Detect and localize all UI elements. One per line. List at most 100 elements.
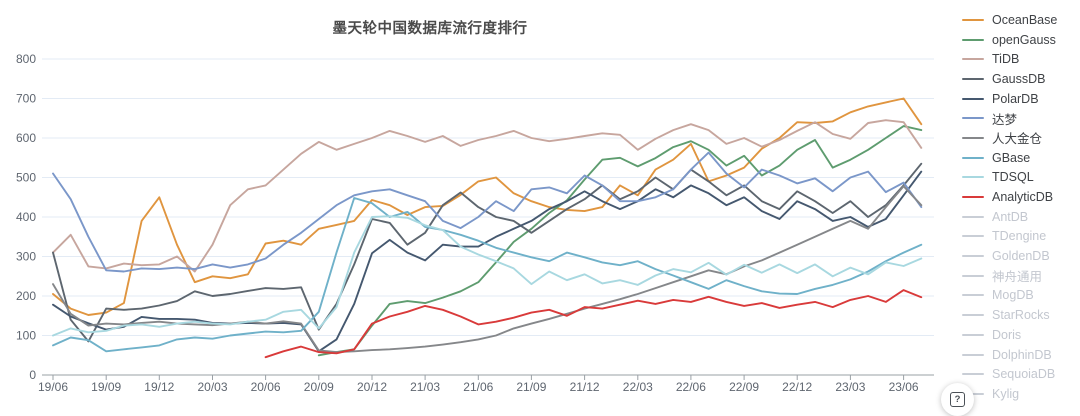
legend-item-神舟通用[interactable]: 神舟通用 — [962, 266, 1080, 286]
x-tick-label: 22/06 — [676, 380, 706, 394]
popularity-chart: 墨天轮中国数据库流行度排行 0 100 200 300 400 500 600 700 800 1… — [16, 21, 934, 394]
legend-swatch-line — [962, 156, 984, 159]
y-tick-label: 700 — [16, 92, 36, 106]
x-tick-label: 20/09 — [304, 380, 334, 394]
series-line-OceanBase — [52, 97, 923, 316]
legend-item-AnalyticDB[interactable]: AnalyticDB — [962, 187, 1080, 207]
legend-item-PolarDB[interactable]: PolarDB — [962, 89, 1080, 109]
y-tick-label: 800 — [16, 52, 36, 66]
legend-item-label: OceanBase — [992, 12, 1058, 27]
legend-item-label: GoldenDB — [992, 249, 1050, 264]
legend-swatch-line — [962, 196, 984, 199]
legend-item-label: Kylig — [992, 386, 1020, 401]
legend-item-label: GBase — [992, 150, 1031, 165]
legend-item-GaussDB[interactable]: GaussDB — [962, 69, 1080, 89]
x-tick-label: 20/06 — [251, 380, 281, 394]
y-tick-label: 400 — [16, 210, 36, 224]
legend-item-label: 达梦 — [992, 112, 1018, 127]
series-line-GBase — [52, 197, 923, 353]
legend-swatch-line — [962, 294, 984, 297]
legend-item-DolphinDB[interactable]: DolphinDB — [962, 345, 1080, 365]
x-tick-label: 22/03 — [623, 380, 653, 394]
legend-swatch-line — [962, 18, 984, 21]
legend-swatch-line — [962, 353, 984, 356]
x-tick-label: 20/03 — [197, 380, 227, 394]
series-line-PolarDB — [52, 170, 923, 353]
y-tick-label: 200 — [16, 289, 36, 303]
legend-item-label: Doris — [992, 327, 1022, 342]
legend-item-label: 神舟通用 — [992, 270, 1043, 285]
x-tick-label: 22/12 — [782, 380, 812, 394]
legend-item-label: StarRocks — [992, 308, 1050, 323]
legend-item-label: 人大金仓 — [992, 132, 1043, 147]
y-tick-label: 600 — [16, 131, 36, 145]
series-line-GaussDB — [52, 162, 923, 343]
legend-swatch-line — [962, 255, 984, 258]
chart-svg: 0 100 200 300 400 500 600 700 800 19/06 19/09 19/12… — [16, 52, 934, 394]
x-tick-label: 21/09 — [516, 380, 546, 394]
series-line-TDSQL — [52, 215, 923, 337]
chart-title: 墨天轮中国数据库流行度排行 — [332, 21, 528, 37]
legend-swatch-line — [962, 97, 984, 100]
legend-item-TDSQL[interactable]: TDSQL — [962, 168, 1080, 188]
legend-item-Doris[interactable]: Doris — [962, 325, 1080, 345]
legend-item-达梦[interactable]: 达梦 — [962, 108, 1080, 128]
legend-swatch-line — [962, 314, 984, 317]
legend-item-MogDB[interactable]: MogDB — [962, 286, 1080, 306]
y-tick-label: 0 — [29, 368, 36, 382]
legend-swatch-line — [962, 58, 984, 61]
series-line-openGauss — [317, 125, 923, 357]
legend-item-AntDB[interactable]: AntDB — [962, 207, 1080, 227]
legend-item-label: TiDB — [992, 52, 1020, 67]
legend-item-label: TDSQL — [992, 170, 1034, 185]
y-tick-label: 300 — [16, 250, 36, 264]
series-line-TiDB — [52, 119, 923, 273]
legend-item-StarRocks[interactable]: StarRocks — [962, 305, 1080, 325]
help-button[interactable]: ? — [941, 383, 974, 416]
legend-item-label: openGauss — [992, 32, 1056, 47]
legend-item-openGauss[interactable]: openGauss — [962, 30, 1080, 50]
legend-item-label: TDengine — [992, 229, 1047, 244]
legend-item-label: DolphinDB — [992, 347, 1052, 362]
legend-item-GoldenDB[interactable]: GoldenDB — [962, 246, 1080, 266]
x-tick-label: 22/09 — [729, 380, 759, 394]
legend-swatch-line — [962, 77, 984, 80]
legend-item-人大金仓[interactable]: 人大金仓 — [962, 128, 1080, 148]
legend-swatch-line — [962, 176, 984, 179]
x-tick-label: 19/09 — [91, 380, 121, 394]
legend-swatch-line — [962, 373, 984, 376]
legend-item-TiDB[interactable]: TiDB — [962, 49, 1080, 69]
legend-swatch-line — [962, 274, 984, 277]
x-tick-label: 23/06 — [889, 380, 919, 394]
legend-swatch-line — [962, 215, 984, 218]
legend-swatch-line — [962, 117, 984, 120]
help-icon: ? — [950, 392, 965, 407]
y-tick-label: 100 — [16, 329, 36, 343]
legend-swatch-line — [962, 136, 984, 139]
series-line-AnalyticDB — [264, 289, 923, 359]
x-tick-label: 19/06 — [38, 380, 68, 394]
legend-item-TDengine[interactable]: TDengine — [962, 227, 1080, 247]
legend-item-label: PolarDB — [992, 91, 1039, 106]
legend-swatch-line — [962, 235, 984, 238]
series-line-达梦 — [52, 151, 923, 273]
legend-item-Kylig[interactable]: Kylig — [962, 384, 1080, 404]
x-tick-label: 21/06 — [463, 380, 493, 394]
legend-swatch-line — [962, 333, 984, 336]
legend-item-label: AntDB — [992, 209, 1029, 224]
legend-item-label: MogDB — [992, 288, 1034, 303]
x-tick-label: 19/12 — [144, 380, 174, 394]
x-tick-label: 20/12 — [357, 380, 387, 394]
legend-item-label: GaussDB — [992, 71, 1046, 86]
legend-swatch-line — [962, 38, 984, 41]
legend-item-GBase[interactable]: GBase — [962, 148, 1080, 168]
legend-item-label: SequoiaDB — [992, 367, 1056, 382]
y-tick-label: 500 — [16, 171, 36, 185]
x-tick-label: 21/12 — [570, 380, 600, 394]
legend-item-label: AnalyticDB — [992, 190, 1054, 205]
legend-item-SequoiaDB[interactable]: SequoiaDB — [962, 364, 1080, 384]
x-tick-label: 21/03 — [410, 380, 440, 394]
x-tick-label: 23/03 — [835, 380, 865, 394]
series-line-人大金仓 — [52, 185, 923, 354]
legend-item-OceanBase[interactable]: OceanBase — [962, 10, 1080, 30]
